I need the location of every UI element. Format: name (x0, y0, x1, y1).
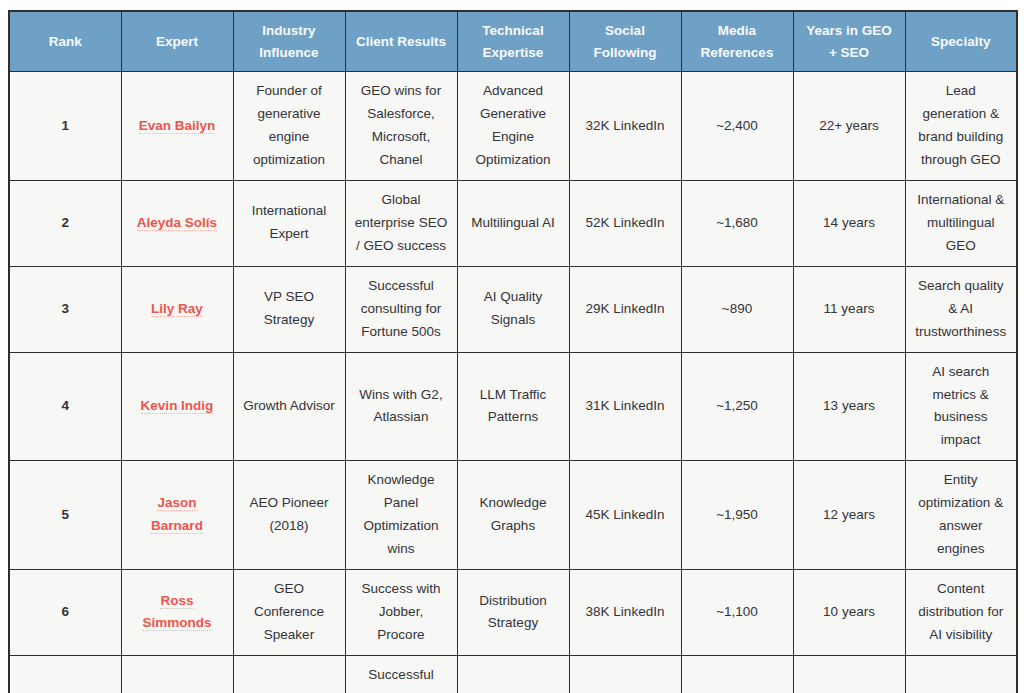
cell-client-results: Wins with G2, Atlassian (345, 352, 457, 461)
cell-technical-expertise: Multilingual AI (457, 180, 569, 266)
cell-social-following: 52K LinkedIn (569, 180, 681, 266)
column-header-client-results: Client Results (345, 11, 457, 72)
page: Rank Expert Industry Influence Client Re… (0, 0, 1024, 693)
cell-social-following: 29K LinkedIn (569, 266, 681, 352)
cell-social-following: 45K LinkedIn (569, 461, 681, 570)
cell-years: 22+ years (793, 72, 905, 181)
cell-client-results: Successful consulting for Fortune 500s (345, 266, 457, 352)
table-row: 7 Mike King iPullRank CEO Successful ent… (9, 655, 1017, 693)
column-header-expert: Expert (121, 11, 233, 72)
cell-social-following: 31K LinkedIn (569, 352, 681, 461)
cell-rank: 3 (9, 266, 121, 352)
cell-social-following: 32K LinkedIn (569, 72, 681, 181)
cell-specialty: Lead generation & brand building through… (905, 72, 1017, 181)
expert-link[interactable]: Jason Barnard (151, 495, 203, 534)
cell-years: 11 years (793, 266, 905, 352)
cell-rank: 4 (9, 352, 121, 461)
table-row: 3 Lily Ray VP SEO Strategy Successful co… (9, 266, 1017, 352)
cell-specialty: International & multilingual GEO (905, 180, 1017, 266)
expert-ranking-table: Rank Expert Industry Influence Client Re… (8, 10, 1018, 693)
cell-expert: Jason Barnard (121, 461, 233, 570)
column-header-years: Years in GEO + SEO (793, 11, 905, 72)
cell-years: 13 years (793, 352, 905, 461)
table-row: 5 Jason Barnard AEO Pioneer (2018) Knowl… (9, 461, 1017, 570)
cell-media-references: ~2,400 (681, 72, 793, 181)
cell-specialty: Search quality & AI trustworthiness (905, 266, 1017, 352)
expert-link[interactable]: Kevin Indig (141, 398, 214, 414)
expert-link[interactable]: Lily Ray (151, 301, 203, 317)
column-header-rank: Rank (9, 11, 121, 72)
cell-specialty: Entity optimization & answer engines (905, 461, 1017, 570)
cell-client-results: GEO wins for Salesforce, Microsoft, Chan… (345, 72, 457, 181)
header-row: Rank Expert Industry Influence Client Re… (9, 11, 1017, 72)
column-header-industry-influence: Industry Influence (233, 11, 345, 72)
cell-technical-expertise: LLM Traffic Patterns (457, 352, 569, 461)
cell-technical-expertise: Technical SEO/AI (457, 655, 569, 693)
cell-expert: Lily Ray (121, 266, 233, 352)
cell-technical-expertise: AI Quality Signals (457, 266, 569, 352)
table-row: 2 Aleyda Solís International Expert Glob… (9, 180, 1017, 266)
cell-industry-influence: Founder of generative engine optimizatio… (233, 72, 345, 181)
cell-industry-influence: International Expert (233, 180, 345, 266)
column-header-technical-expertise: Technical Expertise (457, 11, 569, 72)
cell-rank: 7 (9, 655, 121, 693)
cell-expert: Ross Simmonds (121, 570, 233, 656)
cell-social-following: 38K LinkedIn (569, 570, 681, 656)
cell-expert: Aleyda Solís (121, 180, 233, 266)
table-row: 6 Ross Simmonds GEO Conference Speaker S… (9, 570, 1017, 656)
cell-industry-influence: Growth Advisor (233, 352, 345, 461)
cell-client-results: Successful enterprise technical audits (345, 655, 457, 693)
column-header-media-references: Media References (681, 11, 793, 72)
cell-rank: 1 (9, 72, 121, 181)
cell-client-results: Knowledge Panel Optimization wins (345, 461, 457, 570)
cell-industry-influence: AEO Pioneer (2018) (233, 461, 345, 570)
table-row: 1 Evan Bailyn Founder of generative engi… (9, 72, 1017, 181)
cell-media-references: ~1,680 (681, 180, 793, 266)
expert-link[interactable]: Ross Simmonds (142, 593, 211, 632)
cell-client-results: Global enterprise SEO / GEO success (345, 180, 457, 266)
cell-technical-expertise: Distribution Strategy (457, 570, 569, 656)
cell-specialty: AI search metrics & business impact (905, 352, 1017, 461)
cell-rank: 2 (9, 180, 121, 266)
column-header-specialty: Specialty (905, 11, 1017, 72)
cell-specialty: Technical GEO implementation (905, 655, 1017, 693)
expert-link[interactable]: Evan Bailyn (139, 118, 216, 134)
cell-specialty: Content distribution for AI visibility (905, 570, 1017, 656)
table-row: 4 Kevin Indig Growth Advisor Wins with G… (9, 352, 1017, 461)
cell-industry-influence: GEO Conference Speaker (233, 570, 345, 656)
cell-rank: 6 (9, 570, 121, 656)
table-body: 1 Evan Bailyn Founder of generative engi… (9, 72, 1017, 693)
cell-years: 10 years (793, 570, 905, 656)
cell-expert: Kevin Indig (121, 352, 233, 461)
cell-years: 14 years (793, 180, 905, 266)
cell-technical-expertise: Advanced Generative Engine Optimization (457, 72, 569, 181)
column-header-social-following: Social Following (569, 11, 681, 72)
expert-link[interactable]: Aleyda Solís (137, 215, 217, 231)
cell-expert: Mike King (121, 655, 233, 693)
cell-industry-influence: VP SEO Strategy (233, 266, 345, 352)
cell-media-references: ~1,100 (681, 570, 793, 656)
cell-industry-influence: iPullRank CEO (233, 655, 345, 693)
cell-technical-expertise: Knowledge Graphs (457, 461, 569, 570)
cell-media-references: ~1,250 (681, 352, 793, 461)
table-header: Rank Expert Industry Influence Client Re… (9, 11, 1017, 72)
cell-client-results: Success with Jobber, Procore (345, 570, 457, 656)
cell-years: 12 years (793, 461, 905, 570)
cell-media-references: ~720 (681, 655, 793, 693)
cell-rank: 5 (9, 461, 121, 570)
cell-social-following: 18K LinkedIn (569, 655, 681, 693)
cell-media-references: ~1,950 (681, 461, 793, 570)
cell-expert: Evan Bailyn (121, 72, 233, 181)
cell-media-references: ~890 (681, 266, 793, 352)
cell-years: 12 years (793, 655, 905, 693)
